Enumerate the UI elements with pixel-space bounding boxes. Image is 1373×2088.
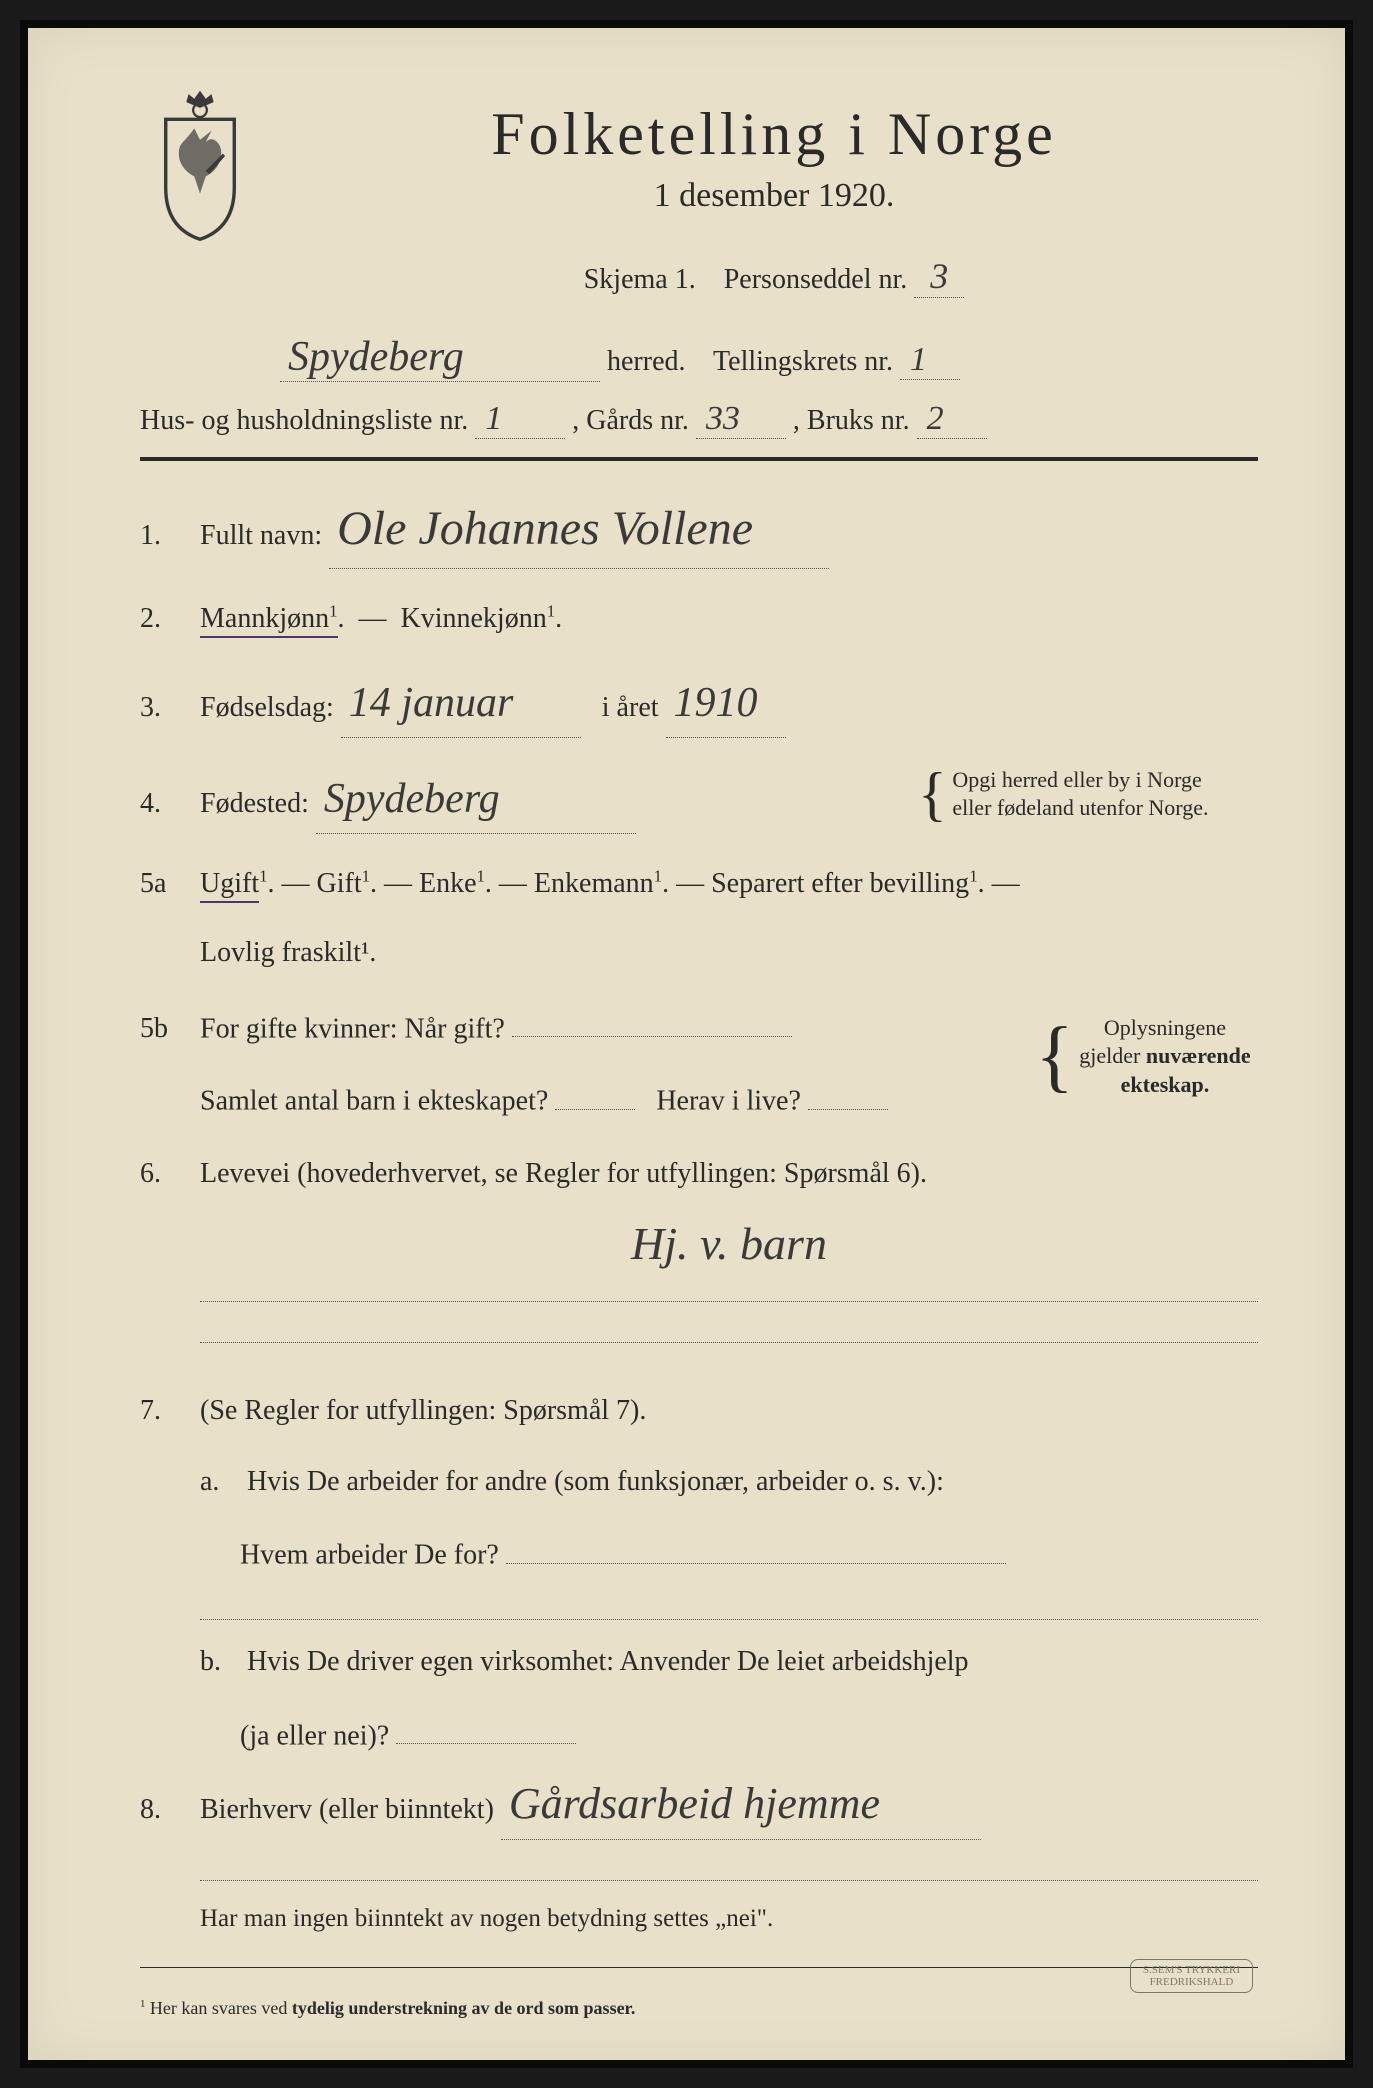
q3-num: 3. xyxy=(140,686,200,731)
footnote: 1 Her kan svares ved tydelig understrekn… xyxy=(140,1998,1258,2019)
divider-thick xyxy=(140,457,1258,461)
q2-num: 2. xyxy=(140,597,200,642)
q1-row: 1. Fullt navn: Ole Johannes Vollene xyxy=(140,491,1258,569)
q7b-q: (ja eller nei)? xyxy=(240,1720,389,1751)
q8-value: Gårdsarbeid hjemme xyxy=(501,1769,981,1840)
hushold-line: Hus- og husholdningsliste nr. 1 , Gårds … xyxy=(140,400,1258,439)
footer-divider xyxy=(140,1967,1258,1968)
tellingskrets-value: 1 xyxy=(900,341,960,380)
q6-value: Hj. v. barn xyxy=(623,1207,835,1281)
gards-label: , Gårds nr. xyxy=(572,405,689,436)
q5a-row: 5a Ugift1. — Gift1. — Enke1. — Enkemann1… xyxy=(140,862,1258,976)
q5a-last: Lovlig fraskilt¹. xyxy=(200,931,1258,976)
herred-value: Spydeberg xyxy=(280,333,600,382)
q3-label: Fødselsdag: xyxy=(200,692,334,723)
q3-year: 1910 xyxy=(666,670,786,738)
q8-num: 8. xyxy=(140,1788,200,1833)
skjema-line: Skjema 1. Personseddel nr. 3 xyxy=(290,255,1258,298)
q4-num: 4. xyxy=(140,782,200,827)
note-bottom: Har man ingen biinntekt av nogen betydni… xyxy=(200,1899,1258,1939)
q2-row: 2. Mannkjønn1. — Kvinnekjønn1. xyxy=(140,597,1258,642)
q4-row: 4. Fødested: Spydeberg { Opgi herred ell… xyxy=(140,766,1258,834)
q4-note2: eller fødeland utenfor Norge. xyxy=(952,795,1208,820)
q5b-note2: gjelder nuværende xyxy=(1079,1043,1250,1068)
hushold-value: 1 xyxy=(475,400,565,439)
q7-num: 7. xyxy=(140,1389,200,1434)
stamp-line2: FREDRIKSHALD xyxy=(1143,1976,1240,1988)
q8-row: 8. Bierhverv (eller biinntekt) Gårdsarbe… xyxy=(140,1769,1258,1939)
q4-label: Fødested: xyxy=(200,788,309,819)
bruks-value: 2 xyxy=(917,400,987,439)
hushold-label: Hus- og husholdningsliste nr. xyxy=(140,405,468,436)
personseddel-value: 3 xyxy=(914,255,964,298)
q5b-label2: Samlet antal barn i ekteskapet? xyxy=(200,1086,548,1117)
main-title: Folketelling i Norge xyxy=(290,100,1258,169)
herred-line: Spydeberg herred. Tellingskrets nr. 1 xyxy=(140,333,1258,382)
q6-row: 6. Levevei (hovederhvervet, se Regler fo… xyxy=(140,1152,1258,1360)
q3-row: 3. Fødselsdag: 14 januar i året 1910 xyxy=(140,670,1258,738)
q6-num: 6. xyxy=(140,1152,200,1197)
subtitle: 1 desember 1920. xyxy=(290,177,1258,215)
census-form-page: Folketelling i Norge 1 desember 1920. Sk… xyxy=(20,20,1353,2068)
personseddel-label: Personseddel nr. xyxy=(724,264,908,295)
q4-value: Spydeberg xyxy=(316,766,636,834)
title-block: Folketelling i Norge 1 desember 1920. Sk… xyxy=(290,100,1258,313)
q7a-label: Hvis De arbeider for andre (som funksjon… xyxy=(247,1466,944,1497)
q5b-num: 5b xyxy=(140,1007,200,1052)
q1-num: 1. xyxy=(140,514,200,559)
herred-label: herred. xyxy=(607,346,686,377)
bruks-label: , Bruks nr. xyxy=(793,405,910,436)
q5b-note3: ekteskap. xyxy=(1121,1072,1210,1097)
tellingskrets-label: Tellingskrets nr. xyxy=(713,346,893,377)
q7a-q: Hvem arbeider De for? xyxy=(240,1540,499,1571)
q1-value: Ole Johannes Vollene xyxy=(329,491,829,569)
skjema-label: Skjema 1. xyxy=(584,264,696,295)
q5b-label3: Herav i live? xyxy=(656,1086,801,1117)
q2-kvinne: Kvinnekjønn1 xyxy=(401,603,556,634)
q8-label: Bierhverv (eller biinntekt) xyxy=(200,1794,494,1825)
q6-label: Levevei (hovederhvervet, se Regler for u… xyxy=(200,1158,927,1189)
q7-row: 7. (Se Regler for utfyllingen: Spørsmål … xyxy=(140,1389,1258,1759)
q7b-label: Hvis De driver egen virksomhet: Anvender… xyxy=(247,1646,969,1677)
q4-note1: Opgi herred eller by i Norge xyxy=(952,767,1201,792)
gards-value: 33 xyxy=(696,400,786,439)
q5b-label1: For gifte kvinner: Når gift? xyxy=(200,1013,505,1044)
q5b-note1: Oplysningene xyxy=(1104,1015,1226,1040)
q5a-num: 5a xyxy=(140,862,200,907)
q1-label: Fullt navn: xyxy=(200,520,322,551)
q5b-row: 5b For gifte kvinner: Når gift? Samlet a… xyxy=(140,1004,1258,1125)
q3-day: 14 januar xyxy=(341,670,581,738)
printer-stamp: S.SEM'S TRYKKERI FREDRIKSHALD xyxy=(1130,1959,1253,1993)
stamp-line1: S.SEM'S TRYKKERI xyxy=(1143,1964,1240,1976)
q7-label: (Se Regler for utfyllingen: Spørsmål 7). xyxy=(200,1395,646,1426)
q3-year-label: i året xyxy=(602,692,659,723)
header: Folketelling i Norge 1 desember 1920. Sk… xyxy=(140,100,1258,313)
q2-mann: Mannkjønn1 xyxy=(200,603,338,638)
coat-of-arms-icon xyxy=(140,85,260,245)
